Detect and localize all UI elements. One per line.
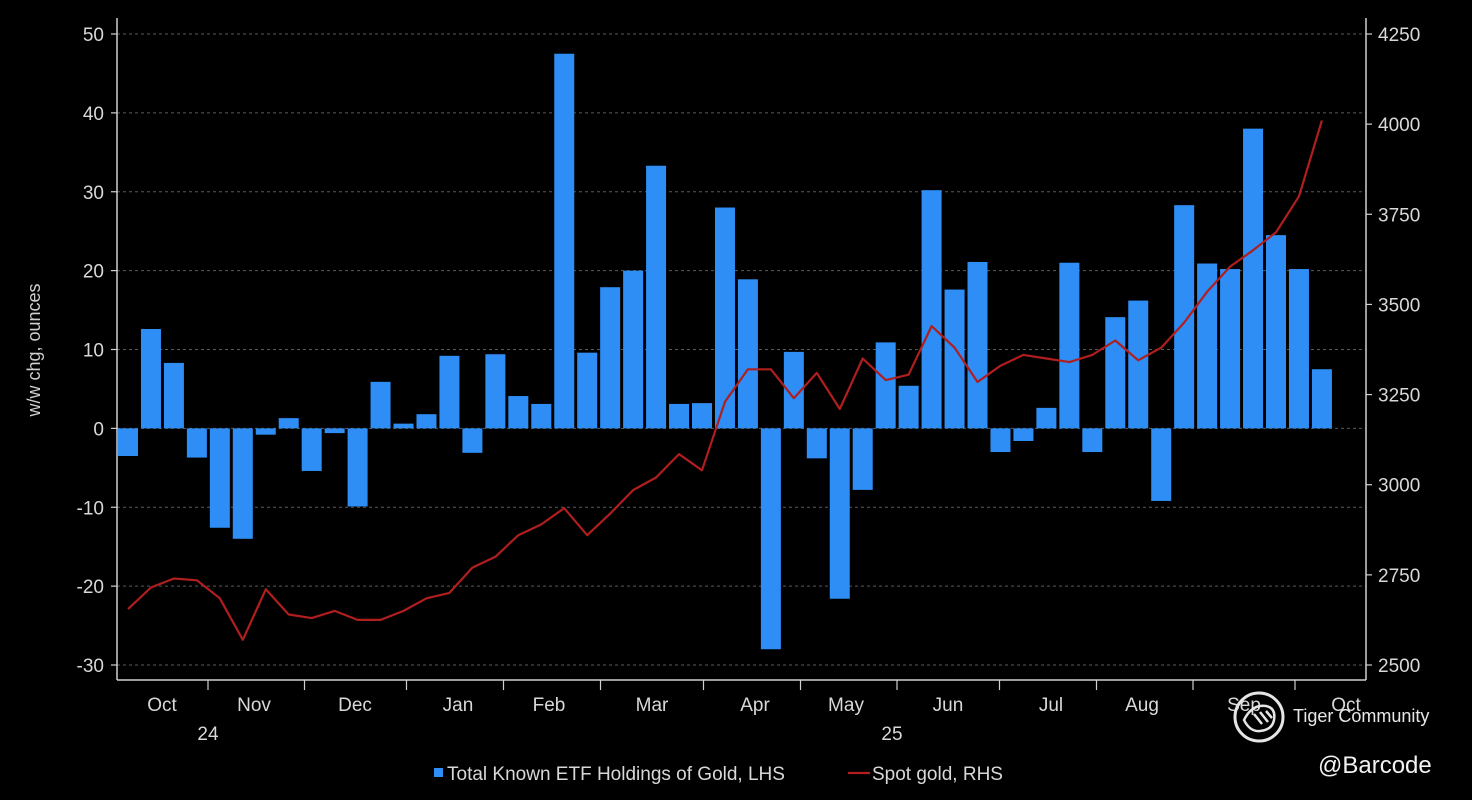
etf-bar	[1013, 428, 1034, 441]
x-month-label: Mar	[636, 695, 669, 716]
right-tick-label: 2500	[1378, 656, 1420, 677]
right-tick-label: 4000	[1378, 115, 1420, 136]
etf-bar	[1174, 205, 1195, 429]
etf-bar	[209, 428, 230, 528]
etf-bar	[278, 418, 299, 429]
x-month-label: Jul	[1039, 695, 1063, 716]
x-month-label: Oct	[147, 695, 177, 716]
legend-line-label: Spot gold, RHS	[872, 764, 1003, 785]
etf-bar	[806, 428, 827, 459]
left-tick-label: 50	[83, 25, 104, 46]
etf-bar	[1151, 428, 1172, 501]
etf-bar	[760, 428, 781, 650]
etf-bar	[531, 403, 552, 429]
etf-bar	[623, 270, 644, 429]
left-tick-label: -20	[77, 577, 104, 598]
etf-bar	[967, 261, 988, 429]
x-month-label: Jun	[933, 695, 964, 716]
etf-bar	[232, 428, 253, 539]
x-month-label: Oct	[1331, 695, 1361, 716]
spot-gold-line	[127, 120, 1323, 641]
left-tick-label: 0	[93, 419, 104, 440]
etf-bar	[737, 279, 758, 429]
etf-bar	[439, 355, 460, 429]
left-tick-label: -10	[77, 498, 104, 519]
etf-bar	[714, 207, 735, 429]
etf-bar	[301, 428, 322, 471]
etf-bar	[1311, 369, 1332, 429]
left-axis-title: w/w chg, ounces	[24, 283, 44, 417]
left-tick-label: 30	[83, 183, 104, 204]
etf-bar	[1105, 317, 1126, 429]
etf-bar	[829, 428, 850, 599]
x-year-label: 24	[197, 724, 219, 745]
etf-bar	[1036, 407, 1057, 429]
etf-bar	[1220, 269, 1241, 429]
etf-bar	[1243, 128, 1264, 429]
etf-bar	[1197, 263, 1218, 429]
etf-bar	[1128, 300, 1149, 429]
etf-bar	[1082, 428, 1103, 453]
etf-bar	[898, 385, 919, 429]
x-month-label: Dec	[338, 695, 372, 716]
etf-bar	[692, 403, 712, 429]
etf-bar	[255, 428, 276, 435]
x-month-label: Feb	[533, 695, 566, 716]
right-tick-label: 3750	[1378, 205, 1420, 226]
etf-bar	[921, 190, 942, 429]
etf-bar	[646, 165, 667, 429]
etf-bar	[485, 354, 506, 429]
etf-bar	[324, 428, 345, 434]
right-tick-label: 3250	[1378, 386, 1420, 407]
legend-bar-label: Total Known ETF Holdings of Gold, LHS	[447, 764, 785, 785]
legend-bar-swatch	[434, 768, 443, 777]
right-tick-label: 3000	[1378, 476, 1420, 497]
x-month-label: May	[828, 695, 864, 716]
etf-bar	[370, 381, 391, 429]
etf-bar	[990, 428, 1011, 453]
etf-bar	[577, 352, 598, 429]
etf-bar	[1288, 269, 1309, 429]
x-month-label: Apr	[740, 695, 770, 716]
etf-bar	[1059, 262, 1080, 429]
left-tick-label: -30	[77, 656, 104, 677]
x-month-label: Aug	[1125, 695, 1159, 716]
etf-bar	[554, 53, 575, 429]
right-tick-label: 2750	[1378, 566, 1420, 587]
x-month-label: Jan	[443, 695, 474, 716]
etf-bar	[944, 289, 965, 429]
x-year-label: 25	[881, 724, 902, 745]
etf-bar	[347, 428, 368, 507]
etf-bar	[852, 428, 873, 490]
tiger-logo-icon	[1232, 690, 1286, 744]
etf-bar	[462, 428, 483, 453]
watermark-text: Tiger Community	[1293, 706, 1430, 726]
right-tick-label: 4250	[1378, 25, 1420, 46]
credit-text: @Barcode	[1318, 752, 1432, 779]
etf-bar	[1266, 235, 1286, 429]
left-tick-label: 40	[83, 104, 104, 125]
etf-bar	[783, 351, 804, 429]
etf-bar	[416, 414, 437, 429]
left-tick-label: 10	[83, 341, 104, 362]
etf-bar	[393, 423, 414, 429]
etf-bar	[163, 362, 184, 429]
etf-bar	[508, 396, 529, 429]
x-month-label: Nov	[237, 695, 271, 716]
etf-bar	[669, 403, 690, 429]
etf-bar	[140, 328, 161, 429]
right-tick-label: 3500	[1378, 295, 1420, 316]
left-tick-label: 20	[83, 262, 104, 283]
etf-bar	[875, 342, 896, 429]
etf-bar	[118, 428, 138, 456]
etf-bar	[186, 428, 207, 458]
etf-bar	[600, 287, 621, 429]
